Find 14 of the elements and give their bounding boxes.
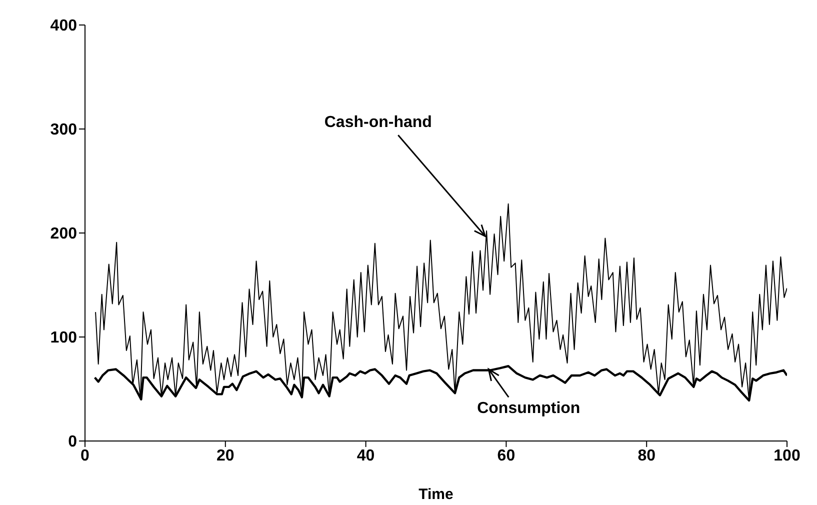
x-tick-label: 0 bbox=[80, 447, 90, 464]
annotation: Cash-on-hand bbox=[324, 114, 432, 132]
annotation: Consumption bbox=[477, 400, 580, 418]
y-tick-label: 100 bbox=[50, 330, 78, 347]
x-tick-label: 20 bbox=[216, 447, 234, 464]
x-tick-label: 40 bbox=[356, 447, 375, 464]
x-tick-label: 100 bbox=[774, 447, 800, 464]
y-tick-label: 200 bbox=[50, 226, 78, 243]
y-tick-label: 300 bbox=[50, 122, 78, 139]
y-tick-label: 0 bbox=[68, 434, 78, 451]
x-axis-title: Time bbox=[418, 486, 454, 503]
x-tick-label: 60 bbox=[497, 447, 516, 464]
y-tick-label: 400 bbox=[50, 18, 78, 35]
x-tick-label: 80 bbox=[638, 447, 656, 464]
